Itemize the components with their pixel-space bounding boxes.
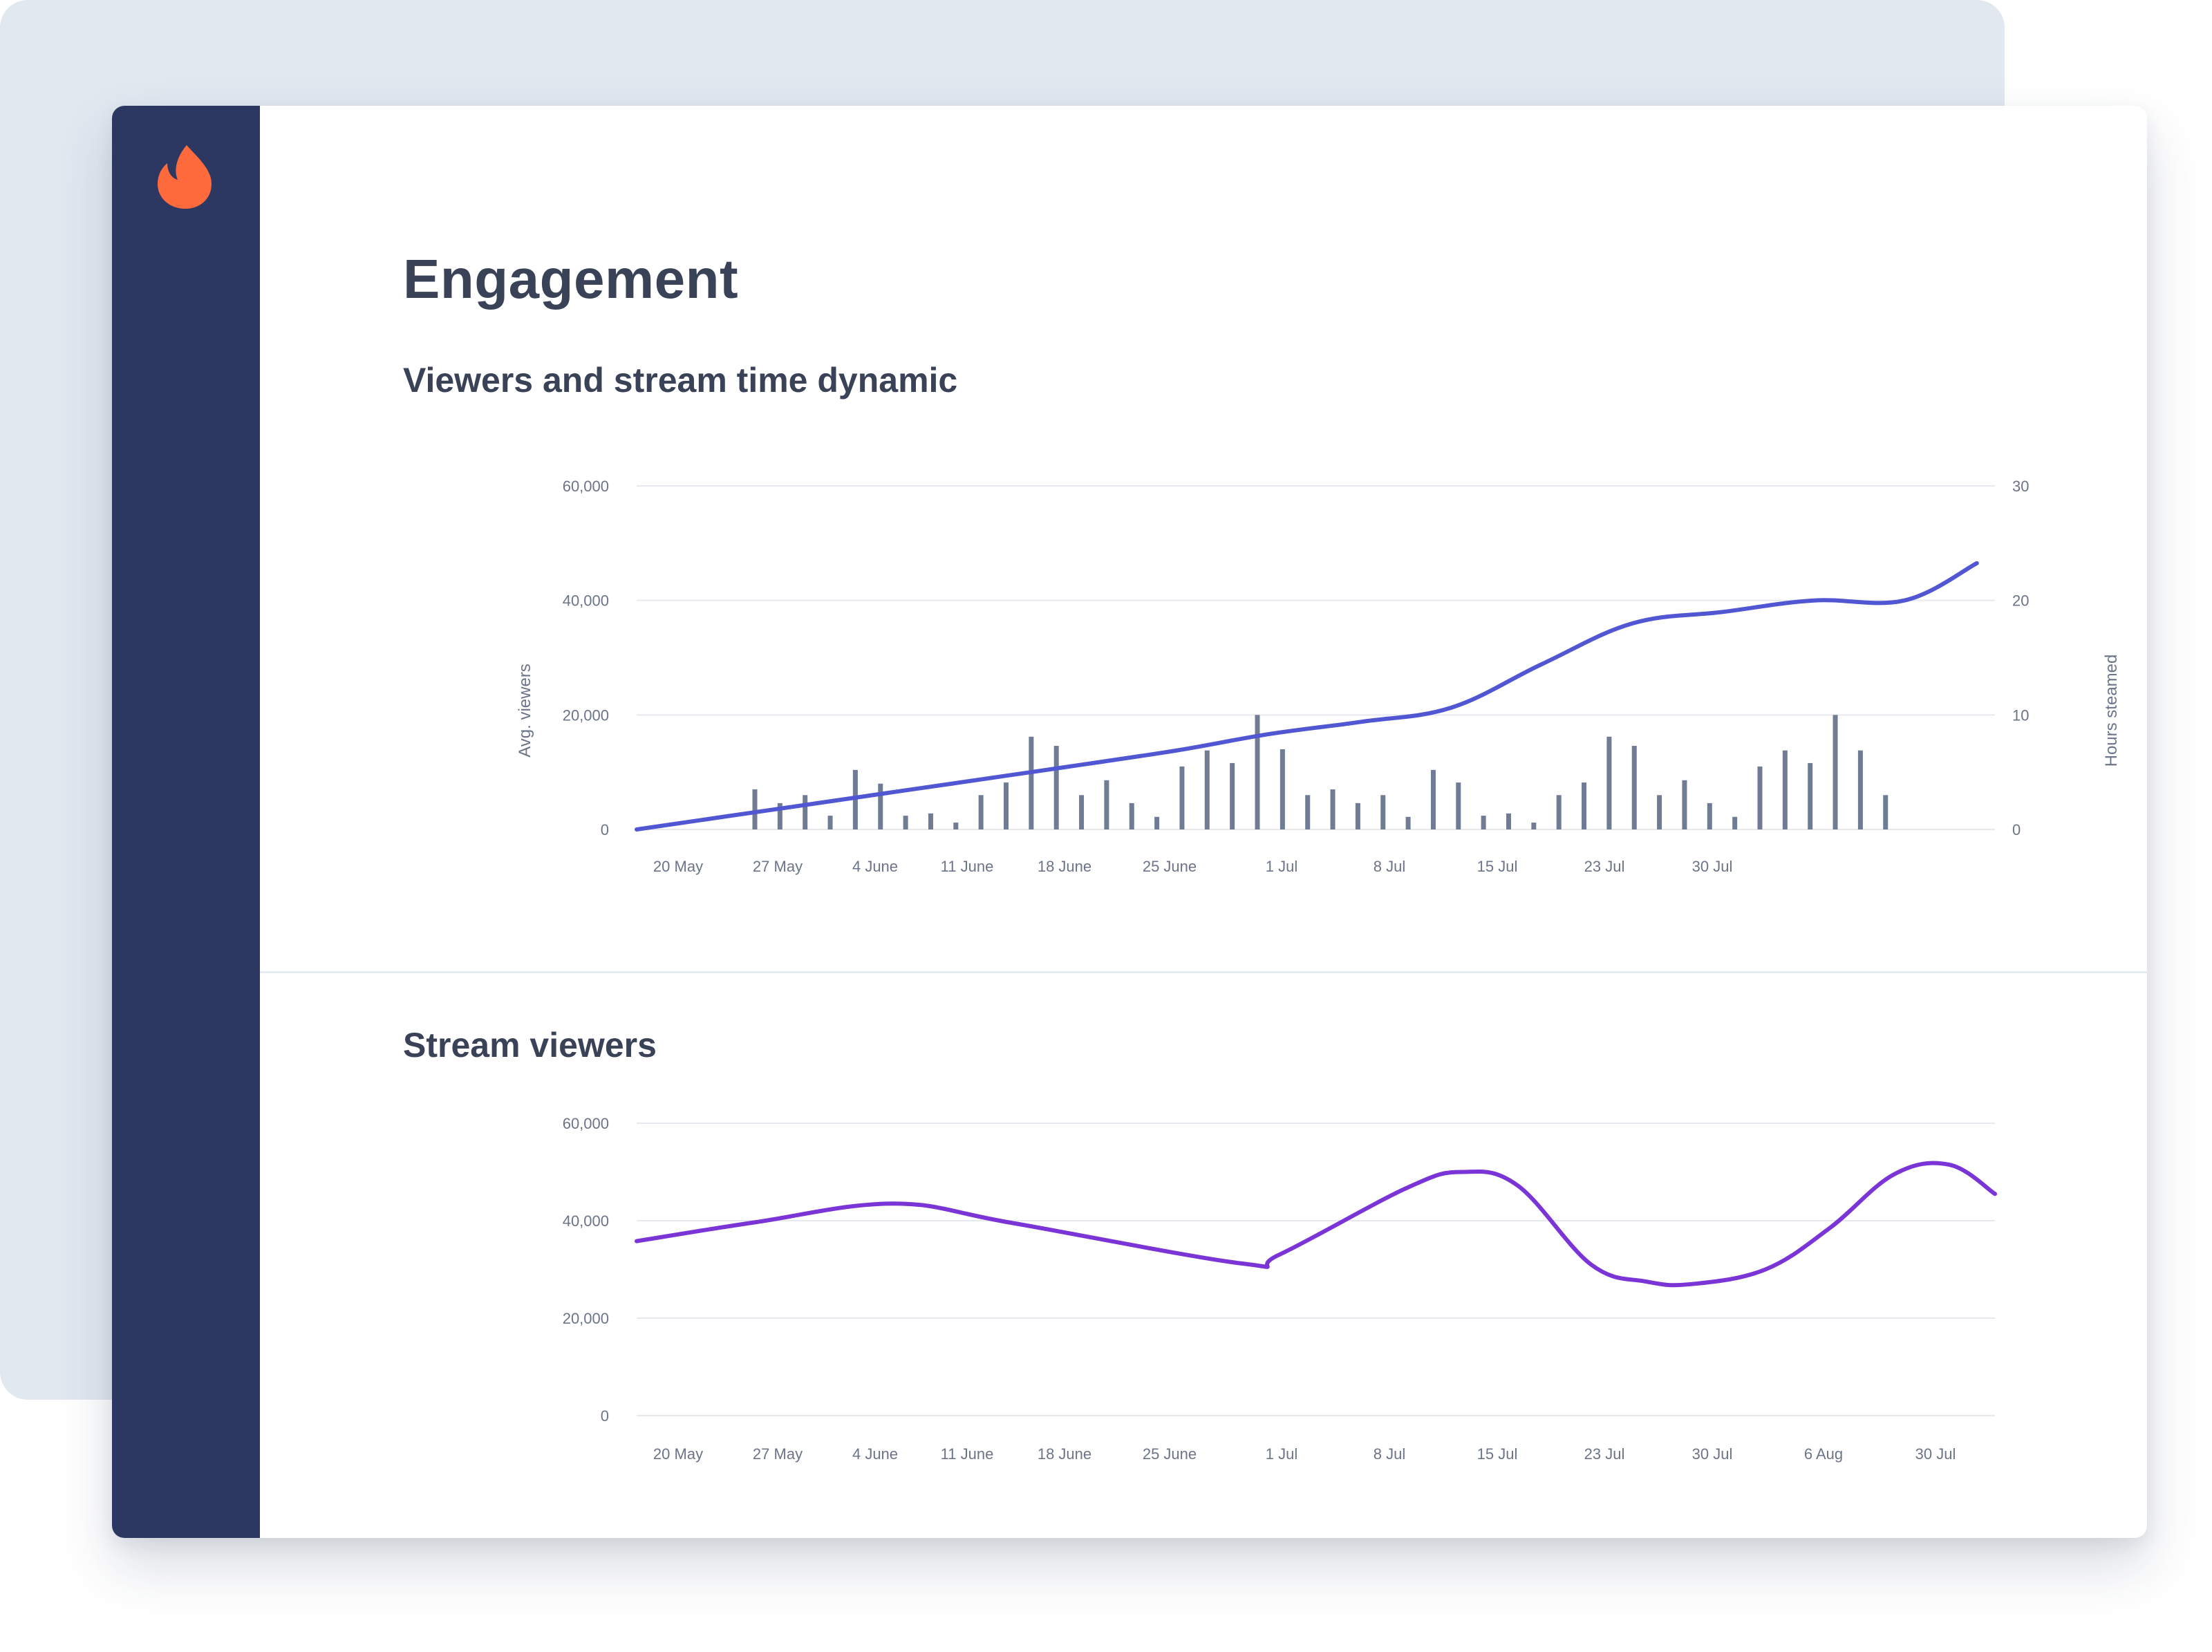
y-right-tick-label: 10 xyxy=(2012,706,2029,724)
bar xyxy=(878,783,883,829)
bar xyxy=(1079,795,1085,829)
sidebar xyxy=(112,106,260,1538)
x-tick-label: 11 June xyxy=(941,858,994,875)
bar xyxy=(1104,780,1109,829)
y-tick-label: 20,000 xyxy=(563,1310,609,1327)
y-right-axis-label: Hours steamed xyxy=(2102,655,2121,767)
x-tick-label: 30 Jul xyxy=(1692,1445,1733,1463)
bar xyxy=(1456,782,1461,829)
x-tick-label: 8 Jul xyxy=(1374,1445,1405,1463)
bar xyxy=(1129,802,1134,829)
bar xyxy=(1405,816,1411,829)
x-tick-label: 8 Jul xyxy=(1374,858,1405,875)
stream-viewers-chart: 0 20,000 40,000 60,000 20 May 27 May 4 June 11 … xyxy=(563,1115,1997,1463)
x-tick-label: 25 June xyxy=(1143,858,1197,875)
bar xyxy=(1582,782,1587,829)
bar xyxy=(1255,715,1260,829)
x-tick-label: 1 Jul xyxy=(1266,1445,1297,1463)
section-title-stream-viewers: Stream viewers xyxy=(403,1026,657,1064)
bar xyxy=(978,795,984,829)
x-tick-label: 27 May xyxy=(753,1445,803,1463)
viewers-time-chart: 0 20,000 40,000 60,000 0 10 20 30 Avg. viewers Ho… xyxy=(516,478,2121,875)
bar xyxy=(1732,816,1738,829)
bar xyxy=(1883,795,1888,829)
bar xyxy=(953,823,959,829)
bar xyxy=(1204,750,1210,829)
x-tick-label: 18 June xyxy=(1038,1445,1091,1463)
y-tick-label: 40,000 xyxy=(563,1212,609,1230)
app-window: Engagement Viewers and stream time dynam… xyxy=(112,106,2147,1538)
x-tick-label: 15 Jul xyxy=(1477,858,1518,875)
bar xyxy=(1355,802,1360,829)
x-tick-label: 25 June xyxy=(1143,1445,1197,1463)
bar xyxy=(928,813,933,829)
flame-icon[interactable] xyxy=(156,144,213,210)
x-tick-label: 1 Jul xyxy=(1266,858,1297,875)
bar xyxy=(1682,780,1687,829)
series-line-stream-viewers xyxy=(635,1161,1997,1288)
y-right-tick-label: 20 xyxy=(2012,592,2029,610)
bar xyxy=(1004,782,1009,829)
x-tick-label: 11 June xyxy=(941,1445,994,1463)
bar xyxy=(1606,736,1612,829)
main-content: Engagement Viewers and stream time dynam… xyxy=(260,106,2147,1538)
y-right-tick-label: 0 xyxy=(2012,821,2021,838)
bar xyxy=(1833,715,1838,829)
bar xyxy=(1556,795,1562,829)
x-tick-label: 20 May xyxy=(653,1445,703,1463)
bar xyxy=(1757,766,1763,829)
y-left-tick-label: 40,000 xyxy=(563,592,609,610)
y-left-tick-label: 20,000 xyxy=(563,706,609,724)
bar xyxy=(777,802,782,829)
bar xyxy=(1707,802,1712,829)
bar xyxy=(1657,795,1662,829)
bar xyxy=(752,789,758,829)
x-tick-label: 4 June xyxy=(852,1445,898,1463)
x-tick-label: 23 Jul xyxy=(1584,858,1625,875)
bar xyxy=(1857,750,1863,829)
bar xyxy=(827,816,833,829)
x-tick-label: 4 June xyxy=(852,858,898,875)
bar xyxy=(1631,746,1637,829)
bar xyxy=(1506,813,1511,829)
bar xyxy=(1305,795,1311,829)
x-tick-label: 23 Jul xyxy=(1584,1445,1625,1463)
x-tick-label: 30 Jul xyxy=(1915,1445,1956,1463)
page-title: Engagement xyxy=(403,248,739,310)
x-tick-label: 6 Aug xyxy=(1804,1445,1843,1463)
bar xyxy=(1179,766,1185,829)
bar xyxy=(1380,795,1386,829)
series-line-avg-viewers xyxy=(635,561,1979,832)
y-tick-label: 0 xyxy=(601,1407,609,1425)
bar xyxy=(1053,746,1059,829)
y-left-axis-label: Avg. viewers xyxy=(516,664,534,758)
x-tick-label: 20 May xyxy=(653,858,703,875)
bar xyxy=(1808,762,1813,829)
bar xyxy=(1029,736,1034,829)
bar xyxy=(1280,749,1285,829)
y-left-tick-label: 60,000 xyxy=(563,478,609,495)
bar xyxy=(1154,816,1160,829)
x-tick-label: 27 May xyxy=(753,858,803,875)
bar xyxy=(1230,762,1235,829)
bar xyxy=(1330,789,1335,829)
x-tick-label: 15 Jul xyxy=(1477,1445,1518,1463)
x-tick-label: 18 June xyxy=(1038,858,1091,875)
y-right-tick-label: 30 xyxy=(2012,478,2029,495)
bar xyxy=(1430,769,1436,829)
y-left-tick-label: 0 xyxy=(601,821,609,838)
bar xyxy=(903,816,908,829)
y-tick-label: 60,000 xyxy=(563,1115,609,1132)
bar xyxy=(803,795,808,829)
bar xyxy=(1531,823,1537,829)
bar xyxy=(1481,816,1486,829)
section-title-viewers-time: Viewers and stream time dynamic xyxy=(403,361,958,400)
section-divider xyxy=(260,971,2147,973)
bar xyxy=(1782,750,1788,829)
x-tick-label: 30 Jul xyxy=(1692,858,1733,875)
